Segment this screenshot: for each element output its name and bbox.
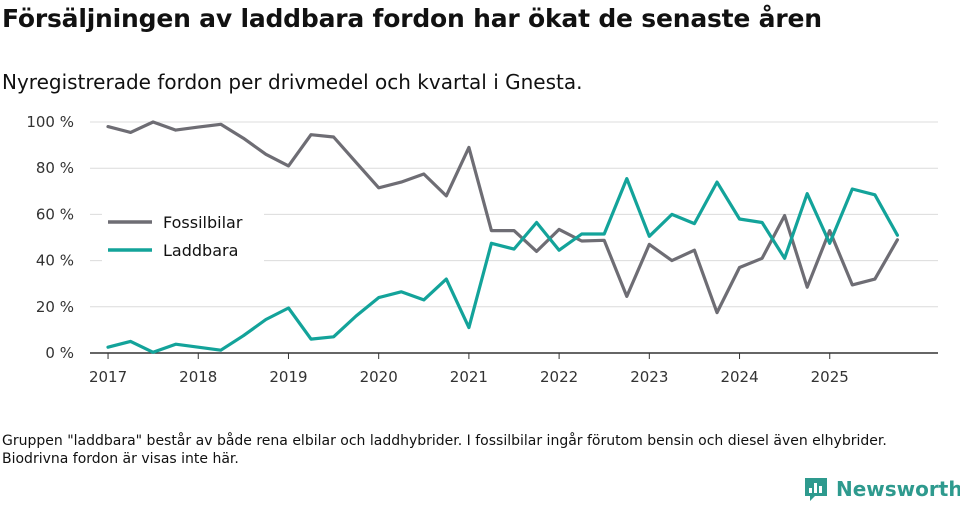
x-tick-label: 2020 [360, 368, 398, 386]
brand[interactable]: Newsworthy [803, 474, 960, 504]
series-line-laddbara [106, 176, 900, 354]
line-chart: 0 % 20 % 40 % 60 % 80 % 100 % 2017 2018 2019 2020… [26, 113, 938, 386]
x-tick-label: 2022 [540, 368, 578, 386]
bar-chart-logo-icon [805, 478, 827, 501]
y-tick-label: 20 % [36, 298, 74, 316]
series-line-fossilbilar [106, 120, 900, 315]
x-tick-label: 2017 [89, 368, 127, 386]
y-tick-label: 0 % [45, 344, 74, 362]
chart-subtitle: Nyregistrerade fordon per drivmedel och … [2, 70, 583, 94]
brand-name: Newsworthy [836, 477, 960, 501]
legend-label: Fossilbilar [163, 213, 243, 232]
axes: 0 % 20 % 40 % 60 % 80 % 100 % 2017 2018 2019 2020… [26, 113, 938, 386]
x-tick-label: 2019 [269, 368, 307, 386]
x-tick-label: 2024 [720, 368, 758, 386]
y-tick-label: 80 % [36, 159, 74, 177]
y-tick-label: 60 % [36, 205, 74, 223]
chart-title: Försäljningen av laddbara fordon har öka… [2, 4, 822, 33]
legend-background [102, 206, 264, 270]
x-tick-label: 2018 [179, 368, 217, 386]
legend: Fossilbilar Laddbara [102, 206, 264, 270]
x-tick-label: 2025 [811, 368, 849, 386]
footnote: Gruppen "laddbara" består av både rena e… [2, 433, 887, 467]
series-lines [106, 120, 900, 354]
legend-label: Laddbara [163, 241, 238, 260]
x-tick-label: 2021 [450, 368, 488, 386]
x-tick-label: 2023 [630, 368, 668, 386]
y-tick-label: 40 % [36, 252, 74, 270]
y-tick-label: 100 % [26, 113, 74, 131]
